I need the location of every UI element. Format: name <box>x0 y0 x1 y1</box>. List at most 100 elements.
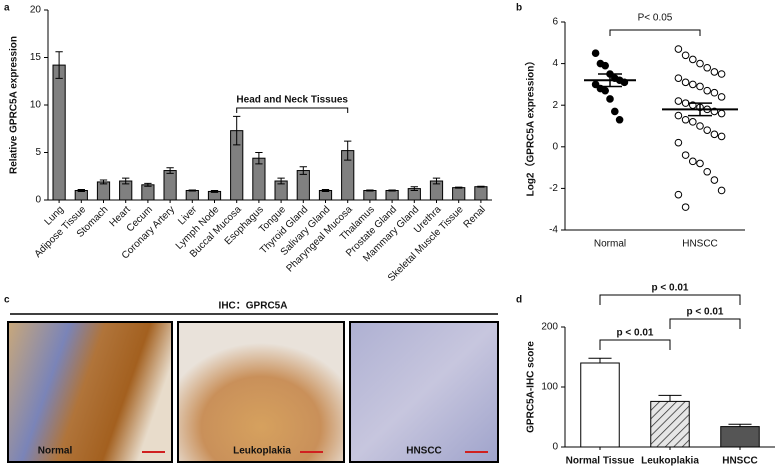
data-point <box>696 159 704 168</box>
panel-letter: b <box>516 3 522 14</box>
error-bar <box>455 186 463 189</box>
data-point <box>615 115 624 124</box>
y-tick-label: -2 <box>549 183 558 194</box>
y-tick-label: -4 <box>549 225 558 236</box>
panel-letter: d <box>516 295 522 306</box>
error-bar <box>277 177 285 185</box>
bar <box>141 184 155 201</box>
data-point <box>717 109 726 118</box>
error-bar <box>477 185 485 188</box>
y-tick-label: 0 <box>552 442 558 453</box>
span-bracket <box>236 107 349 113</box>
ihc-image <box>177 321 345 463</box>
y-tick-label: 10 <box>30 100 42 111</box>
y-tick-label: 5 <box>35 147 41 158</box>
y-axis-label: GPRC5A-IHC score <box>526 341 537 433</box>
y-tick-label: 2 <box>552 100 558 111</box>
comparison-label: p < 0.01 <box>617 328 654 339</box>
y-tick-label: 0 <box>552 141 558 152</box>
bar <box>52 64 66 201</box>
ihc-image <box>349 321 499 463</box>
y-tick-label: 100 <box>541 382 558 393</box>
data-point <box>703 86 712 95</box>
data-point <box>696 59 704 68</box>
bar <box>96 181 111 201</box>
data-point <box>696 82 704 91</box>
error-bar <box>658 394 682 402</box>
error-bar <box>255 152 263 165</box>
panel-letter: a <box>4 3 10 14</box>
bar <box>385 190 399 201</box>
annotation: P< 0.05 <box>638 13 673 24</box>
panel-title: IHC：GPRC5A <box>219 301 288 312</box>
data-point <box>696 122 704 130</box>
error-bar <box>99 179 108 185</box>
image-label: HNSCC <box>406 446 442 457</box>
data-point <box>674 97 683 105</box>
x-tick-label: Leukoplakia <box>641 456 699 467</box>
bar <box>474 186 488 201</box>
error-bar <box>233 115 241 146</box>
data-point <box>601 61 610 70</box>
bar <box>650 400 690 448</box>
x-tick-label: Normal <box>594 239 626 250</box>
error-bar <box>321 189 330 192</box>
data-point <box>703 63 712 72</box>
data-point <box>689 118 697 126</box>
comparison-bracket <box>599 339 671 350</box>
annotation: Head and Neck Tissues <box>236 95 348 106</box>
error-bar <box>728 423 752 427</box>
data-point <box>689 157 697 166</box>
data-point <box>703 126 712 134</box>
y-tick-label: 6 <box>552 17 558 28</box>
bar <box>580 362 620 448</box>
data-point <box>606 95 614 103</box>
x-tick-label: Normal Tissue <box>566 456 635 467</box>
comparison-bracket <box>599 294 741 305</box>
data-point <box>681 51 690 60</box>
image-panel <box>7 313 499 463</box>
image-label: Normal <box>38 446 73 457</box>
data-point <box>717 132 726 141</box>
image-label: Leukoplakia <box>233 446 291 457</box>
y-axis-label: Relative GPRC5A expression <box>9 36 20 174</box>
data-point <box>601 86 610 95</box>
data-point <box>689 55 697 64</box>
data-point <box>710 68 719 76</box>
bar <box>185 190 199 201</box>
error-bar <box>588 357 612 363</box>
error-bar <box>432 177 441 185</box>
data-point <box>717 70 726 78</box>
x-tick-label: Renal <box>462 204 488 230</box>
data-point <box>591 49 600 58</box>
error-bar <box>688 102 712 117</box>
data-point <box>710 88 719 97</box>
data-point <box>674 74 683 82</box>
data-point <box>717 93 726 101</box>
panel-letter: c <box>4 295 10 306</box>
bar <box>163 170 177 201</box>
data-point <box>717 186 726 195</box>
error-bar <box>144 182 152 187</box>
y-tick-label: 4 <box>552 58 558 69</box>
p-bracket <box>609 29 701 36</box>
bar <box>452 187 466 201</box>
y-axis-label: Log2（GPRC5A expression） <box>524 56 537 197</box>
error-bar <box>410 186 418 191</box>
x-tick-label: HNSCC <box>722 456 758 467</box>
error-bar <box>188 189 196 192</box>
data-point <box>681 151 690 159</box>
error-bar <box>598 73 622 88</box>
error-bar <box>77 189 85 192</box>
x-tick-label: HNSCC <box>682 239 718 250</box>
data-point <box>674 190 683 199</box>
error-bar <box>55 51 63 79</box>
data-point <box>710 176 719 184</box>
bar <box>720 426 760 448</box>
bar <box>363 190 377 201</box>
data-point <box>681 203 690 211</box>
data-point <box>689 80 697 89</box>
ihc-image <box>7 321 173 463</box>
comparison-bracket <box>669 318 741 329</box>
